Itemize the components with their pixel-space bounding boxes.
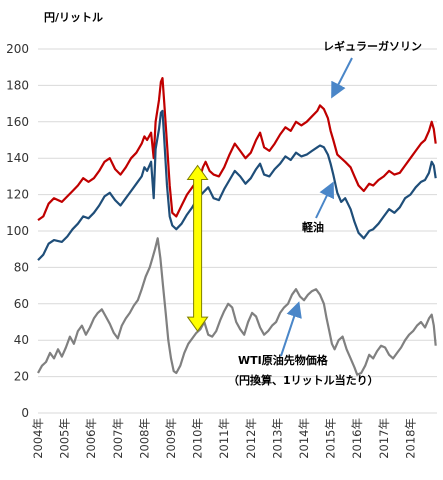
wti-callout-arrow	[280, 301, 302, 357]
y-tick-label: 200	[6, 42, 29, 56]
x-tick-label: 2012年	[244, 418, 258, 459]
grid-lines	[38, 48, 437, 414]
x-axis: 2004年 2005年 2006年 2007年 2008年 2009年 2010年 2011年…	[31, 418, 417, 459]
x-tick-label: 2014年	[297, 418, 311, 459]
x-tick-label: 2017年	[377, 418, 391, 459]
y-axis: 0 20 40 60 80 100 120 140 160 180 200	[6, 42, 29, 420]
y-tick-label: 0	[21, 406, 29, 420]
series-line-1	[37, 109, 437, 261]
series-line-2	[37, 237, 437, 376]
series-line-0	[37, 77, 437, 222]
y-tick-label: 120	[6, 188, 29, 202]
y-tick-label: 40	[14, 333, 29, 347]
gap-arrow	[186, 164, 209, 332]
x-tick-label: 2010年	[191, 418, 205, 459]
y-tick-label: 160	[6, 115, 29, 129]
gasoline-label: レギュラーガソリン	[323, 39, 422, 53]
x-tick-label: 2013年	[270, 418, 284, 459]
y-tick-label: 60	[14, 297, 29, 311]
y-tick-label: 80	[14, 260, 29, 274]
wti-label-line2: （円換算、1リットル当たり）	[228, 373, 379, 387]
gasoline-callout-arrow	[331, 57, 353, 99]
diesel-label: 軽油	[302, 220, 324, 234]
x-tick-label: 2005年	[58, 418, 72, 459]
x-tick-label: 2016年	[350, 418, 364, 459]
x-tick-label: 2015年	[324, 418, 338, 459]
x-tick-label: 2011年	[217, 418, 231, 459]
unit-label: 円/リットル	[44, 11, 103, 24]
y-tick-label: 180	[6, 78, 29, 92]
wti-label-line1: WTI原油先物価格	[238, 353, 329, 367]
x-tick-label: 2004年	[31, 418, 45, 459]
x-tick-label: 2008年	[137, 418, 151, 459]
y-tick-label: 20	[14, 370, 29, 384]
callout-arrows	[280, 57, 353, 357]
annotations: レギュラーガソリン 軽油 WTI原油先物価格 （円換算、1リットル当たり）	[228, 39, 422, 387]
x-tick-label: 2018年	[403, 418, 417, 459]
series-lines	[37, 77, 437, 376]
y-tick-label: 140	[6, 151, 29, 165]
x-tick-label: 2009年	[164, 418, 178, 459]
y-tick-label: 100	[6, 224, 29, 238]
x-tick-label: 2007年	[111, 418, 125, 459]
diesel-callout-arrow	[315, 181, 334, 219]
gap-double-arrow	[186, 164, 209, 332]
x-tick-label: 2006年	[84, 418, 98, 459]
